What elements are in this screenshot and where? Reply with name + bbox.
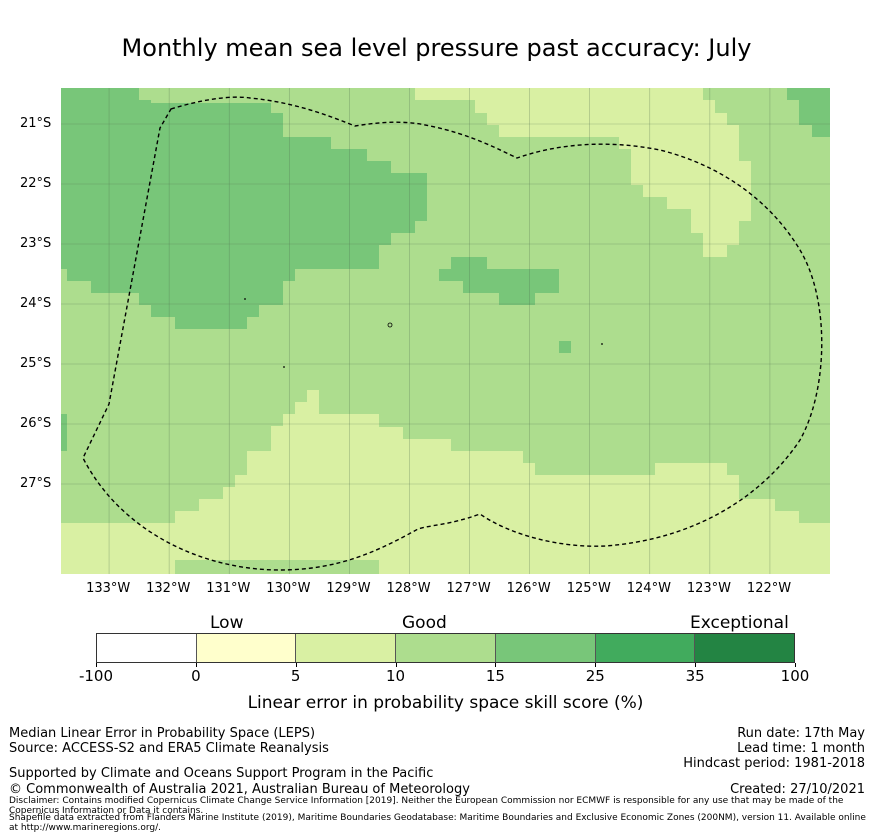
skill-field-10-15-bottom [175, 560, 379, 574]
latitude-tick-label: 24°S [20, 296, 52, 311]
longitude-tick-label: 124°W [626, 581, 671, 596]
colorbar-tick-mark [395, 663, 397, 667]
colorbar-tick-label: 10 [386, 667, 406, 685]
colorbar-tick-label: 100 [780, 667, 810, 685]
colorbar-tick-label: 25 [585, 667, 605, 685]
colorbar-tick-mark [795, 663, 796, 667]
island [601, 343, 603, 345]
longitude-tick-label: 131°W [206, 581, 251, 596]
colorbar-xlabel: Linear error in probability space skill … [247, 693, 644, 713]
colorbar-tick-label: 0 [191, 667, 201, 685]
footer-hindcast: Hindcast period: 1981-2018 [683, 756, 865, 771]
colorbar [96, 633, 795, 663]
colorbar-tick-label: 35 [685, 667, 705, 685]
colorbar-tick-mark [195, 663, 197, 667]
longitude-tick-label: 123°W [686, 581, 732, 596]
colorbar-segment [695, 634, 795, 662]
colorbar-segment [296, 634, 397, 662]
skill-field-15-25-ne [787, 88, 830, 137]
graticule [61, 88, 830, 574]
skill-field-15-25-west [61, 88, 427, 329]
longitude-tick-label: 125°W [566, 581, 611, 596]
colorbar-tick-mark [96, 663, 97, 667]
colorbar-category-low: Low [210, 613, 244, 633]
colorbar-tick-label: -100 [78, 667, 114, 685]
footer-created: Created: 27/10/2021 [730, 782, 865, 797]
eez-boundary [82, 96, 823, 571]
latitude-tick-label: 21°S [20, 116, 52, 131]
colorbar-segment [97, 634, 197, 662]
skill-field-15-25-dot [559, 341, 571, 353]
island [283, 366, 285, 368]
colorbar-segment [495, 634, 596, 662]
island [387, 322, 393, 328]
longitude-tick-label: 132°W [146, 581, 191, 596]
longitude-tick-label: 130°W [266, 581, 311, 596]
longitude-tick-label: 133°W [86, 581, 131, 596]
latitude-tick-label: 22°S [20, 176, 52, 191]
footer-shapefile: Shapefile data extracted from Flanders M… [9, 813, 866, 833]
colorbar-tick-mark [595, 663, 597, 667]
footer-run-date: Run date: 17th May [737, 726, 865, 741]
longitude-tick-label: 122°W [746, 581, 792, 596]
footer-disclaimer: Disclaimer: Contains modified Copernicus… [9, 796, 844, 816]
skill-field-15-25-sw [61, 414, 67, 451]
colorbar-tick-mark [295, 663, 297, 667]
longitude-tick-label: 129°W [326, 581, 371, 596]
footer-support: Supported by Climate and Oceans Support … [9, 766, 434, 781]
colorbar-tick-mark [695, 663, 697, 667]
colorbar-tick-label: 5 [290, 667, 301, 685]
footer-lead-time: Lead time: 1 month [737, 741, 865, 756]
longitude-tick-label: 126°W [506, 581, 551, 596]
map-title: Monthly mean sea level pressure past acc… [121, 34, 752, 62]
skill-map [61, 88, 830, 574]
island [244, 298, 246, 300]
skill-field-15-25-center [439, 257, 559, 305]
colorbar-segment [595, 634, 696, 662]
footer-method: Median Linear Error in Probability Space… [9, 726, 316, 741]
footer-copyright: © Commonwealth of Australia 2021, Austra… [9, 782, 470, 797]
colorbar-segment [396, 634, 496, 662]
latitude-tick-label: 27°S [20, 476, 52, 491]
latitude-tick-label: 26°S [20, 416, 52, 431]
colorbar-category-good: Good [402, 613, 447, 633]
latitude-tick-label: 25°S [20, 356, 52, 371]
colorbar-segment [196, 634, 297, 662]
longitude-tick-label: 127°W [446, 581, 491, 596]
footer-source: Source: ACCESS-S2 and ERA5 Climate Reana… [9, 741, 329, 756]
latitude-tick-label: 23°S [20, 236, 52, 251]
colorbar-tick-mark [495, 663, 497, 667]
colorbar-tick-label: 15 [485, 667, 505, 685]
longitude-tick-label: 128°W [386, 581, 431, 596]
colorbar-category-exceptional: Exceptional [690, 613, 789, 633]
